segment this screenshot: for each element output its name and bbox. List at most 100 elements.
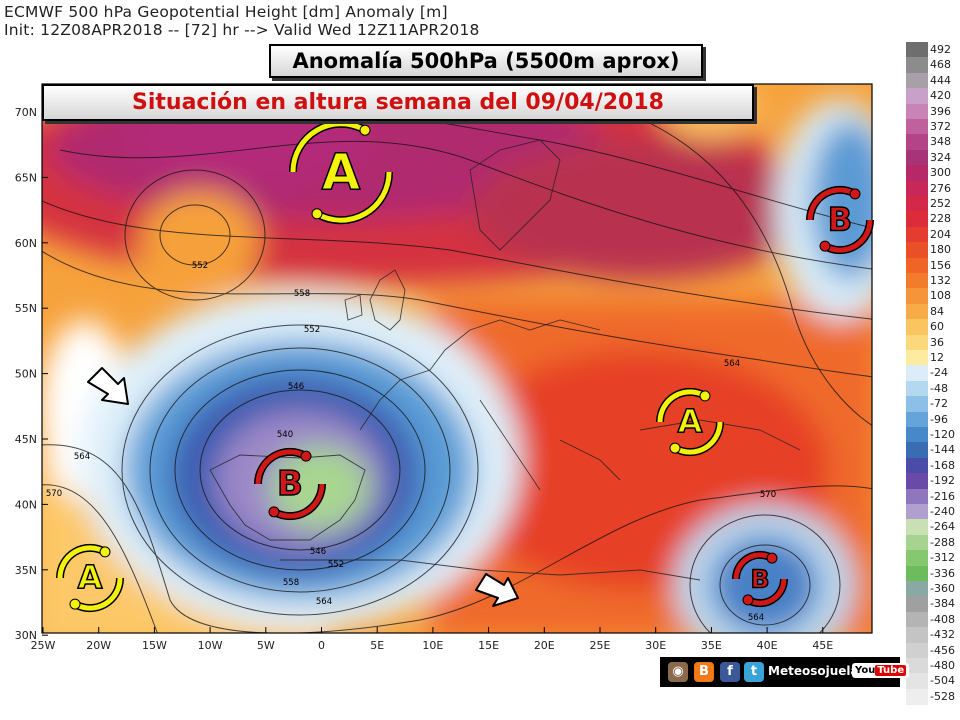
- legend-label: -120: [930, 428, 955, 441]
- legend-swatch: [906, 57, 928, 74]
- legend-swatch: [906, 103, 928, 120]
- legend-label: 132: [930, 274, 951, 287]
- legend-swatch: [906, 288, 928, 305]
- blogger-icon[interactable]: B: [694, 662, 714, 682]
- legend-label: 36: [930, 335, 944, 349]
- legend-swatch: [906, 180, 928, 197]
- legend-swatch: [906, 165, 928, 182]
- legend-swatch: [906, 319, 928, 336]
- lon-tick-label: 20W: [86, 639, 111, 652]
- pressure-letter: A: [322, 143, 361, 201]
- legend-swatch: [906, 550, 928, 567]
- legend-swatch: [906, 211, 928, 228]
- legend-label: 228: [930, 212, 951, 226]
- legend-label: 84: [930, 304, 944, 318]
- legend-label: -312: [930, 551, 955, 565]
- contour-label: 564: [724, 359, 740, 369]
- legend-swatch: [906, 658, 928, 674]
- lat-tick-label: 70N: [15, 106, 37, 119]
- legend-swatch: [906, 688, 928, 705]
- legend-swatch: [906, 119, 928, 135]
- legend-swatch: [906, 427, 928, 443]
- lon-tick-label: 25W: [31, 639, 56, 652]
- legend-label: 492: [930, 43, 951, 56]
- lon-tick-label: 25E: [590, 639, 611, 652]
- geopotential-contours: [42, 104, 872, 633]
- legend-swatch: [906, 565, 928, 582]
- legend-label: 60: [930, 320, 944, 334]
- lat-tick-label: 40N: [15, 498, 37, 511]
- legend-label: 204: [930, 227, 951, 241]
- brand-name[interactable]: Meteosojuela: [768, 664, 859, 678]
- legend-swatch: [906, 673, 928, 690]
- legend-label: 444: [930, 73, 951, 87]
- lon-tick-label: 10E: [422, 639, 443, 652]
- legend-swatch: [906, 380, 928, 397]
- contour-label: 546: [288, 382, 304, 392]
- legend-label: 468: [930, 58, 951, 72]
- contour-label: 570: [46, 489, 62, 499]
- lat-tick-label: 55N: [15, 302, 37, 315]
- legend-swatch: [906, 488, 928, 505]
- legend-swatch: [906, 519, 928, 536]
- legend-label: -336: [930, 566, 955, 580]
- legend-swatch: [906, 88, 928, 105]
- facebook-icon[interactable]: f: [720, 662, 740, 682]
- coastlines: [209, 139, 801, 581]
- legend-label: 348: [930, 135, 951, 149]
- legend-label: -216: [930, 489, 955, 503]
- legend-label: -240: [930, 505, 955, 518]
- lon-tick-label: 5W: [257, 639, 275, 652]
- rotation-arrow-icon: [315, 171, 392, 223]
- title-banner: Situación en altura semana del 09/04/201…: [42, 84, 754, 121]
- youtube-icon[interactable]: You Tube: [852, 663, 910, 678]
- pressure-letter: B: [828, 201, 852, 239]
- rotation-arrow-icon: [823, 219, 873, 253]
- lon-tick-label: 35E: [701, 639, 722, 652]
- legend-label: -432: [930, 628, 955, 642]
- legend-swatch: [906, 303, 928, 320]
- youtube-you: You: [855, 665, 876, 676]
- legend-label: 12: [930, 351, 944, 364]
- contour-label: 540: [277, 430, 293, 440]
- latitude-axis: 70N 65N 60N 55N 50N 45N 40N 35N 30N: [15, 106, 48, 642]
- legend-label: -168: [930, 458, 955, 472]
- contour-label: 546: [310, 547, 326, 557]
- contour-labels: 5585525585525645705465405465525585645645…: [46, 117, 776, 623]
- legend-swatch: [906, 504, 928, 520]
- legend-swatch: [906, 149, 928, 166]
- lon-tick-label: 20E: [534, 639, 555, 652]
- flow-arrow-icon: [87, 367, 129, 405]
- pressure-letter: B: [277, 464, 303, 504]
- legend-label: -264: [930, 520, 955, 534]
- legend-label: 180: [930, 243, 951, 257]
- legend-label: -72: [930, 397, 948, 411]
- contour-label: 564: [316, 597, 332, 607]
- contour-label: 558: [294, 289, 310, 299]
- legend-label: -408: [930, 612, 955, 626]
- youtube-tube: Tube: [875, 665, 907, 676]
- legend-swatch: [906, 642, 928, 659]
- rotation-arrow-icon: [746, 578, 787, 606]
- lon-tick-label: 15E: [478, 639, 499, 652]
- legend-label: -504: [930, 674, 955, 688]
- pressure-system-high-balkans: A: [655, 387, 725, 457]
- legend-swatch: [906, 334, 928, 351]
- twitter-icon[interactable]: t: [744, 662, 764, 682]
- lat-tick-label: 60N: [15, 237, 37, 250]
- pressure-system-low-iberia: B: [253, 447, 327, 521]
- legend-label: 372: [930, 120, 951, 133]
- legend-swatch: [906, 134, 928, 151]
- legend-label: -144: [930, 443, 955, 457]
- contour-label: 558: [283, 578, 299, 588]
- legend-label: -24: [930, 366, 948, 380]
- pressure-system-high-azores: A: [55, 543, 125, 613]
- lat-tick-label: 65N: [15, 171, 37, 184]
- lon-tick-label: 5E: [370, 639, 384, 652]
- flow-arrows: [87, 367, 519, 607]
- instagram-icon[interactable]: ◉: [668, 662, 688, 682]
- rotation-arrow-icon: [255, 449, 308, 485]
- legend-label: 420: [930, 89, 951, 103]
- pressure-letter: B: [750, 564, 769, 593]
